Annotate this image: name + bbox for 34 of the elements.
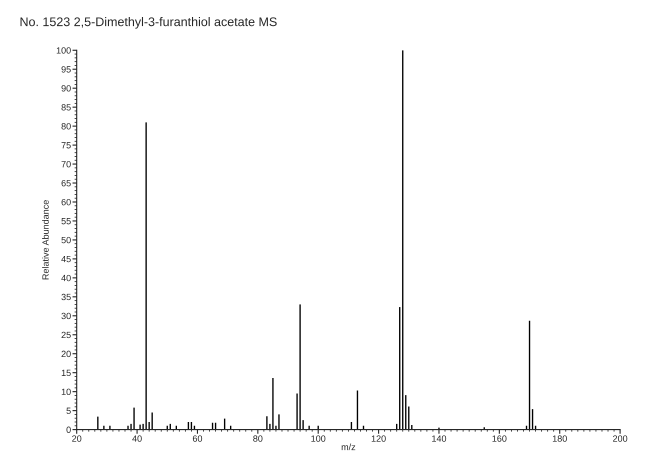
x-tick-label: 100 [311, 435, 326, 442]
x-tick-label: 200 [613, 435, 628, 442]
y-tick-label: 85 [61, 104, 71, 111]
y-tick-label: 5 [66, 408, 71, 414]
y-tick-label: 15 [62, 370, 71, 376]
x-tick-label: 20 [72, 435, 82, 442]
y-tick-label: 35 [61, 294, 71, 300]
chart-title: No. 1523 2,5-Dimethyl-3-furanthiol acetate MS [20, 17, 277, 29]
y-tick-label: 70 [62, 161, 71, 168]
y-tick-label: 80 [61, 123, 71, 130]
y-axis-title: Relative Abundance [42, 200, 49, 280]
y-tick-label: 95 [62, 66, 71, 73]
x-tick-label: 80 [253, 435, 262, 442]
y-tick-label: 10 [62, 388, 71, 396]
y-tick-label: 60 [62, 198, 71, 206]
y-tick-label: 50 [61, 236, 71, 244]
x-tick-label: 120 [372, 435, 386, 442]
y-tick-label: 45 [61, 256, 71, 262]
y-tick-label: 75 [62, 142, 71, 148]
x-tick-label: 60 [192, 435, 202, 442]
y-tick-label: 55 [61, 218, 71, 224]
x-tick-label: 140 [432, 435, 446, 442]
y-tick-label: 40 [61, 274, 71, 282]
x-axis-title: m/z [342, 444, 356, 450]
y-tick-label: 90 [62, 85, 71, 92]
y-tick-label: 30 [61, 312, 71, 320]
y-tick-label: 25 [62, 332, 71, 338]
x-tick-label: 160 [492, 435, 507, 442]
x-tick-label: 40 [132, 435, 142, 442]
y-tick-label: 100 [56, 47, 71, 54]
x-tick-label: 180 [552, 435, 567, 442]
y-tick-label: 20 [62, 350, 71, 358]
y-tick-label: 65 [62, 180, 71, 186]
y-tick-label: 0 [66, 426, 71, 433]
